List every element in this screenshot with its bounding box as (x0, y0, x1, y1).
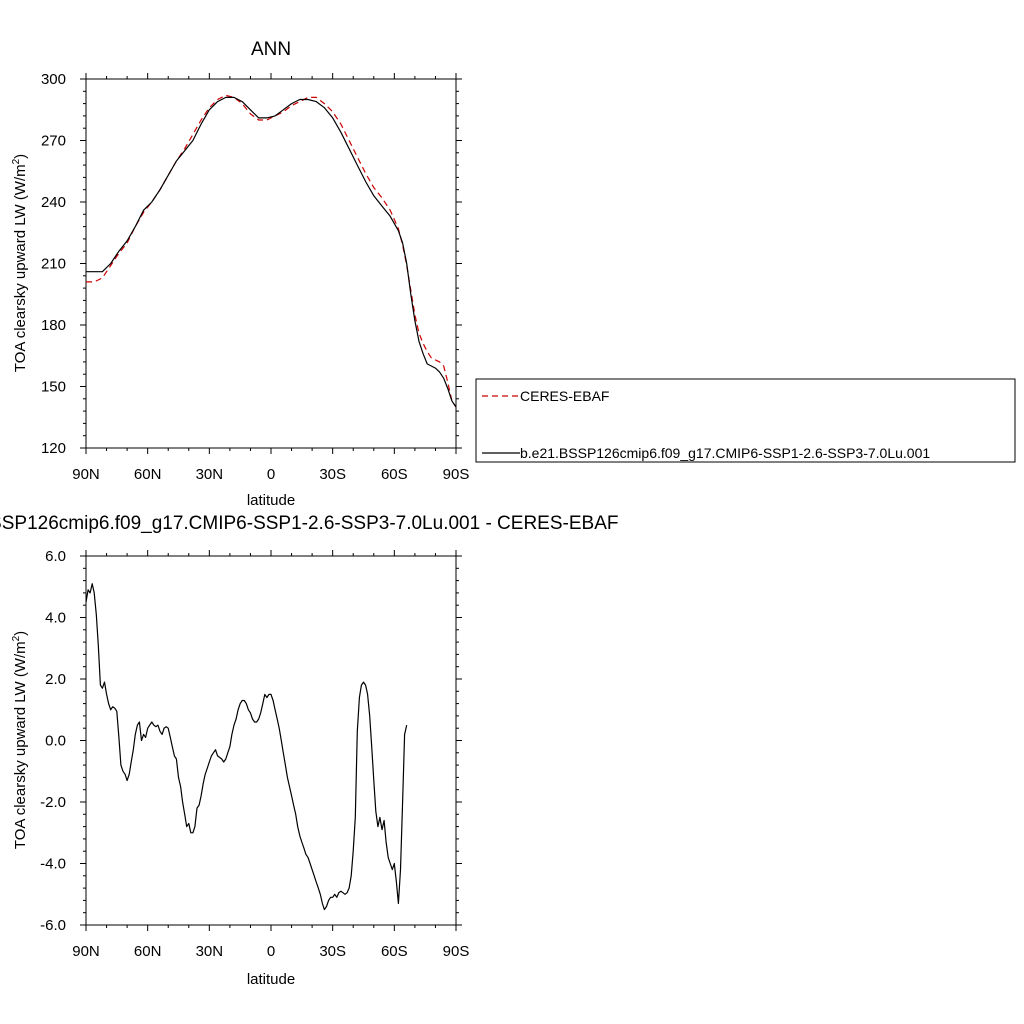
top-series-line-1 (86, 96, 457, 408)
top-series-line-0 (86, 94, 457, 408)
bottom-panel: b.e21.BSSP126cmip6.f09_g17.CMIP6-SSP1-2.… (0, 513, 618, 988)
top-x-tick-label: 90S (443, 466, 470, 483)
bottom-y-tick-label: 0.0 (45, 733, 66, 750)
top-panel: ANN 120 150 180 210 240 270 300 90N 60N 30N 0 30S 6… (11, 39, 469, 509)
bottom-y-tick-label: 6.0 (45, 548, 66, 565)
top-y-tick-label: 120 (41, 440, 66, 457)
top-x-tick-label: 60N (134, 466, 162, 483)
legend-box (475, 378, 1016, 463)
bottom-x-tick-label: 90N (72, 943, 100, 960)
bottom-x-ticks: 90N 60N 30N 0 30S 60S 90S (72, 550, 469, 960)
bottom-y-tick-label: 4.0 (45, 610, 66, 627)
bottom-y-tick-label: -6.0 (40, 917, 66, 934)
top-plot-frame (85, 78, 457, 449)
bottom-y-axis-label: TOA clearsky upward LW (W/m2) (11, 631, 29, 849)
top-y-tick-label: 240 (41, 194, 66, 211)
top-y-ticks: 120 150 180 210 240 270 300 (41, 71, 462, 457)
bottom-series-line-0 (85, 583, 408, 911)
top-x-tick-label: 0 (267, 466, 275, 483)
top-y-axis-label: TOA clearsky upward LW (W/m2) (11, 154, 29, 372)
top-series-lines (86, 94, 457, 408)
top-x-ticks: 90N 60N 30N 0 30S 60S 90S (72, 73, 469, 483)
top-y-tick-label: 270 (41, 133, 66, 150)
bottom-x-axis-label: latitude (247, 971, 295, 988)
top-y-tick-label: 180 (41, 317, 66, 334)
bottom-x-tick-label: 90S (443, 943, 470, 960)
top-x-axis-label: latitude (247, 492, 295, 509)
top-chart-title: ANN (251, 39, 291, 60)
bottom-y-tick-label: 2.0 (45, 671, 66, 688)
top-y-tick-label: 210 (41, 256, 66, 273)
top-x-tick-label: 30N (196, 466, 224, 483)
legend-label-model: b.e21.BSSP126cmip6.f09_g17.CMIP6-SSP1-2.… (520, 445, 930, 461)
bottom-x-tick-label: 60S (381, 943, 408, 960)
bottom-x-tick-label: 30N (196, 943, 224, 960)
bottom-x-tick-label: 60N (134, 943, 162, 960)
bottom-y-tick-label: -4.0 (40, 856, 66, 873)
top-x-tick-label: 30S (319, 466, 346, 483)
top-x-tick-label: 60S (381, 466, 408, 483)
bottom-chart-title: b.e21.BSSP126cmip6.f09_g17.CMIP6-SSP1-2.… (0, 513, 618, 534)
legend: CERES-EBAF b.e21.BSSP126cmip6.f09_g17.CM… (475, 378, 1016, 463)
top-y-tick-label: 300 (41, 71, 66, 88)
bottom-y-tick-label: -2.0 (40, 794, 66, 811)
bottom-series-lines (85, 583, 408, 911)
legend-label-ceres: CERES-EBAF (520, 388, 609, 404)
top-y-tick-label: 150 (41, 379, 66, 396)
top-x-tick-label: 90N (72, 466, 100, 483)
bottom-y-ticks: -6.0 -4.0 -2.0 0.0 2.0 4.0 6.0 (40, 548, 462, 934)
bottom-x-tick-label: 30S (319, 943, 346, 960)
bottom-x-tick-label: 0 (267, 943, 275, 960)
